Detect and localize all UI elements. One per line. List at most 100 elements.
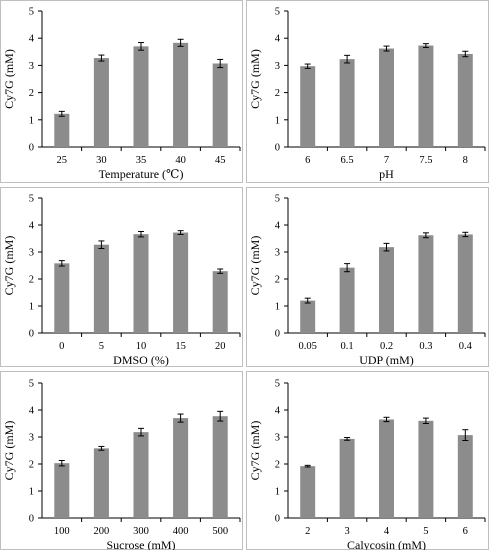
chart-panel-6: 0 1 2 3 4 5 Cy7G (mM) 2 3 4 5 6 Calycosin (mM) [246,371,489,550]
x-axis-label: Calycosin (mM) [347,538,426,550]
x-tick-label: 0.2 [380,341,393,352]
x-tick-label: 45 [215,155,226,166]
y-tick-label: 2 [275,88,280,99]
y-tick-label: 5 [29,7,34,18]
y-tick-label: 3 [29,433,34,444]
bar [212,63,228,147]
y-tick-label: 4 [29,406,35,417]
x-tick-label: 400 [173,526,189,537]
bar [93,244,109,333]
y-tick-label: 1 [275,487,280,498]
y-tick-label: 0 [275,514,280,525]
bar [212,271,228,333]
chart-panel-5: 0 1 2 3 4 5 Cy7G (mM) 100 200 300 400 500 Sucrose (m… [0,371,243,550]
x-axis-label: DMSO (%) [113,353,169,367]
y-tick-label: 3 [275,433,280,444]
x-axis-label: Sucrose (mM) [107,538,176,550]
y-tick-label: 2 [275,460,280,471]
bar [173,42,189,147]
y-tick-label: 5 [275,379,280,390]
x-tick-label: 20 [215,341,226,352]
x-tick-label: 35 [136,155,147,166]
x-tick-label: 200 [94,526,110,537]
y-tick-label: 2 [29,460,34,471]
y-axis-label: Cy7G (mM) [248,421,262,481]
x-tick-label: 6.5 [341,155,354,166]
bar [300,466,316,518]
x-tick-label: 0 [59,341,64,352]
x-tick-label: 8 [463,155,468,166]
y-tick-label: 4 [275,34,281,45]
y-tick-label: 4 [29,221,35,232]
y-tick-label: 1 [275,115,280,126]
panel-border [246,0,489,183]
bar [418,45,434,147]
panel-border [0,371,243,550]
bar [379,419,394,518]
x-axis-label: Temperature (℃) [99,167,184,181]
y-tick-label: 2 [275,275,280,286]
bar [173,418,189,518]
panel-border [246,371,489,550]
bar [173,232,189,333]
bar [418,235,434,333]
chart-panel-4: 0 1 2 3 4 5 Cy7G (mM) 0.05 0.1 0.2 0.3 0.4 UDP (mM) [246,187,489,367]
bar [133,234,149,333]
bar [379,247,394,333]
panel-border [0,0,243,183]
x-tick-label: 4 [384,526,390,537]
bar [300,300,316,333]
y-tick-label: 1 [29,115,34,126]
y-tick-label: 2 [29,275,34,286]
x-axis-label: UDP (mM) [359,353,414,367]
chart-panel-2: 0 1 2 3 4 5 Cy7G (mM) 6 6.5 7 7.5 8 pH [246,0,489,183]
x-tick-label: 7 [384,155,389,166]
bar [457,53,473,148]
y-axis-label: Cy7G (mM) [248,49,262,109]
y-tick-label: 0 [275,329,280,340]
x-tick-label: 15 [175,341,186,352]
bar [418,420,434,518]
x-tick-label: 500 [212,526,228,537]
y-tick-label: 0 [29,514,34,525]
x-tick-label: 25 [57,155,68,166]
y-tick-label: 0 [29,329,34,340]
x-tick-label: 5 [423,526,428,537]
y-axis-label: Cy7G (mM) [2,236,16,296]
y-tick-label: 1 [29,302,34,313]
x-tick-label: 0.3 [419,341,432,352]
y-tick-label: 0 [29,143,34,154]
y-tick-label: 5 [29,379,34,390]
x-tick-label: 0.1 [341,341,354,352]
bar [379,48,394,148]
x-tick-label: 0.05 [299,341,317,352]
y-axis-label: Cy7G (mM) [248,236,262,296]
y-tick-label: 3 [275,248,280,259]
x-tick-label: 0.4 [459,341,473,352]
x-tick-label: 10 [136,341,147,352]
x-tick-label: 30 [96,155,107,166]
x-tick-label: 7.5 [419,155,432,166]
x-tick-label: 6 [463,526,468,537]
panel-border [246,187,489,367]
y-tick-label: 5 [275,194,280,205]
bar [93,448,109,518]
bar [457,435,473,518]
y-tick-label: 2 [29,88,34,99]
x-tick-label: 300 [133,526,149,537]
bar [457,234,473,333]
y-tick-label: 4 [275,406,281,417]
y-axis-label: Cy7G (mM) [2,421,16,481]
bar [54,463,70,518]
x-tick-label: 5 [99,341,104,352]
y-tick-label: 5 [275,7,280,18]
y-tick-label: 0 [275,143,280,154]
bar [133,46,149,147]
y-tick-label: 3 [29,248,34,259]
y-tick-label: 5 [29,194,34,205]
bar [212,416,228,518]
y-tick-label: 1 [29,487,34,498]
y-tick-label: 4 [29,34,35,45]
